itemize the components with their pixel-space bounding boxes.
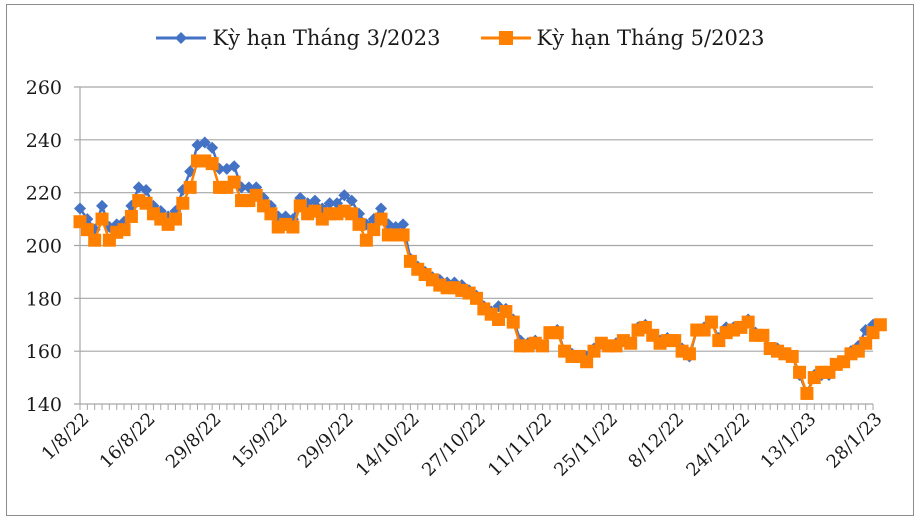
series-lines xyxy=(73,136,887,400)
data-point xyxy=(873,318,887,332)
data-point xyxy=(397,218,410,231)
y-tick-label: 180 xyxy=(26,288,62,310)
data-point xyxy=(74,202,86,215)
chart-legend: Kỳ hạn Tháng 3/2023 Kỳ hạn Tháng 5/2023 xyxy=(0,26,921,50)
data-point xyxy=(859,336,873,350)
legend-label-may: Kỳ hạn Tháng 5/2023 xyxy=(536,26,765,50)
data-point xyxy=(183,180,197,194)
data-point xyxy=(506,315,520,329)
data-point xyxy=(741,315,755,329)
data-point xyxy=(793,365,807,379)
series-march-2023 xyxy=(74,136,879,400)
data-point xyxy=(704,315,718,329)
data-point xyxy=(88,233,102,247)
y-tick-label: 260 xyxy=(26,77,62,99)
y-tick-label: 200 xyxy=(26,236,62,258)
x-tick-label: 28/1/23 xyxy=(823,409,887,473)
x-tick-label: 16/8/22 xyxy=(96,409,160,473)
data-point xyxy=(359,233,373,247)
x-tick-label: 24/12/22 xyxy=(682,409,754,481)
gridlines xyxy=(74,86,873,405)
data-point xyxy=(124,209,138,223)
data-point xyxy=(323,197,336,210)
data-point xyxy=(550,326,564,340)
data-point xyxy=(470,291,483,305)
data-point xyxy=(374,212,388,226)
data-point xyxy=(176,196,190,210)
data-point xyxy=(227,175,241,189)
diamond-line-marker-icon xyxy=(156,32,207,44)
legend-item-may: Kỳ hạn Tháng 5/2023 xyxy=(480,26,765,50)
data-point xyxy=(580,355,594,369)
x-tick-label: 27/10/22 xyxy=(418,409,490,481)
data-point xyxy=(668,334,682,348)
chart-frame xyxy=(6,4,914,516)
x-tick-label: 29/9/22 xyxy=(294,409,358,473)
legend-label-march: Kỳ hạn Tháng 3/2023 xyxy=(212,26,441,50)
data-point xyxy=(345,194,358,207)
x-tick-label: 11/11/22 xyxy=(484,409,556,481)
data-point xyxy=(536,339,550,353)
data-point xyxy=(228,160,241,173)
data-point xyxy=(95,212,109,226)
data-point xyxy=(198,136,211,149)
x-tick-label: 15/9/22 xyxy=(228,409,292,473)
data-point xyxy=(286,220,300,234)
x-tick-label: 8/12/22 xyxy=(624,409,688,473)
data-point xyxy=(499,305,513,319)
data-point xyxy=(396,228,410,242)
data-point xyxy=(624,336,638,350)
data-point xyxy=(205,157,219,171)
y-tick-label: 140 xyxy=(26,394,62,416)
x-tick-label: 1/8/22 xyxy=(38,409,94,465)
series-may-2023 xyxy=(73,154,887,400)
data-point xyxy=(96,199,109,212)
data-point xyxy=(168,212,182,226)
legend-item-march: Kỳ hạn Tháng 3/2023 xyxy=(156,26,441,50)
data-point xyxy=(375,202,388,215)
y-axis-ticks: 140 160 180 200 220 240 260 xyxy=(26,77,62,416)
data-point xyxy=(756,328,770,342)
data-point xyxy=(345,207,359,221)
data-point xyxy=(249,188,263,202)
data-point xyxy=(117,223,131,237)
y-tick-label: 240 xyxy=(26,130,62,152)
data-point xyxy=(682,347,696,361)
x-tick-label: 13/1/23 xyxy=(757,409,821,473)
data-point xyxy=(367,223,381,237)
data-point xyxy=(140,184,153,197)
data-point xyxy=(785,349,799,363)
data-point xyxy=(308,194,321,207)
data-point xyxy=(80,223,94,237)
y-tick-label: 160 xyxy=(26,341,62,363)
x-tick-label: 14/10/22 xyxy=(352,409,424,481)
data-point xyxy=(338,189,351,202)
y-tick-label: 220 xyxy=(26,183,62,205)
data-point xyxy=(139,196,153,210)
data-point xyxy=(264,207,278,221)
square-line-marker-icon xyxy=(480,31,531,45)
data-point xyxy=(352,217,366,231)
data-point xyxy=(800,386,814,400)
data-point xyxy=(206,141,219,154)
x-tick-label: 29/8/22 xyxy=(162,409,226,473)
x-tick-label: 25/11/22 xyxy=(550,409,622,481)
